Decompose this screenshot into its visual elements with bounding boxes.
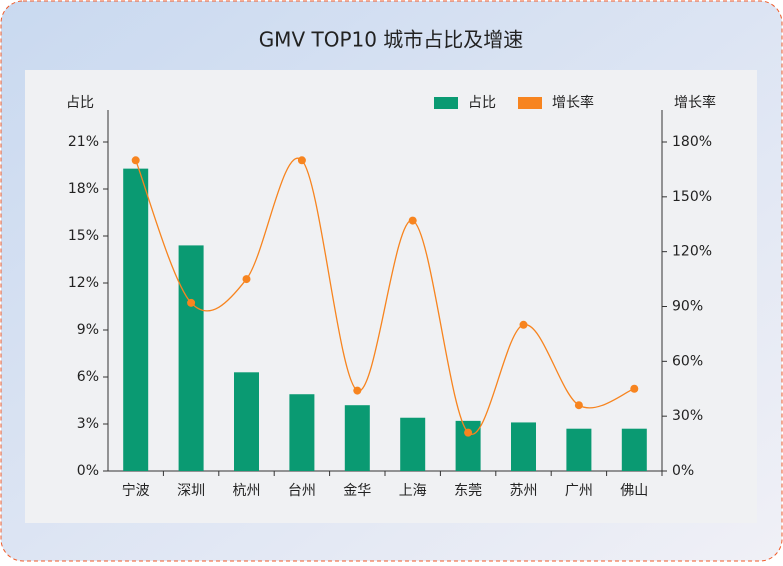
line-point bbox=[242, 275, 251, 284]
legend-label: 增长率 bbox=[552, 94, 594, 111]
x-tick-label: 上海 bbox=[399, 483, 427, 499]
y2-tick-label: 180% bbox=[672, 134, 712, 150]
bar bbox=[621, 428, 647, 471]
y2-axis-title: 增长率 bbox=[674, 94, 716, 111]
y-tick-label: 15% bbox=[68, 228, 99, 244]
line-point bbox=[519, 320, 528, 329]
y2-tick-label: 30% bbox=[672, 408, 703, 424]
line-point bbox=[574, 401, 583, 410]
x-tick-label: 台州 bbox=[288, 483, 316, 499]
bar bbox=[234, 372, 259, 471]
y-tick-label: 6% bbox=[77, 369, 99, 385]
line-point bbox=[187, 298, 196, 307]
bar bbox=[455, 420, 481, 471]
x-tick-label: 杭州 bbox=[233, 483, 261, 499]
y2-tick-label: 0% bbox=[672, 463, 694, 479]
y2-tick-label: 150% bbox=[672, 189, 712, 205]
line-point bbox=[353, 386, 362, 395]
bar bbox=[566, 428, 592, 471]
y-axis-title: 占比 bbox=[66, 95, 94, 111]
y-tick-label: 0% bbox=[77, 463, 99, 479]
bar bbox=[123, 168, 149, 471]
x-tick-label: 苏州 bbox=[510, 483, 538, 499]
x-tick-label: 宁波 bbox=[122, 482, 150, 499]
y2-tick-label: 120% bbox=[672, 244, 712, 260]
bar bbox=[511, 422, 536, 471]
x-tick-label: 佛山 bbox=[620, 483, 648, 499]
legend-label: 占比 bbox=[468, 95, 496, 111]
y-tick-label: 21% bbox=[68, 134, 99, 150]
line-point bbox=[464, 428, 473, 437]
line-point bbox=[131, 156, 140, 165]
bar bbox=[344, 405, 370, 471]
bar bbox=[178, 245, 204, 471]
y-tick-label: 12% bbox=[68, 275, 99, 291]
x-tick-label: 深圳 bbox=[177, 483, 205, 499]
x-tick-label: 东莞 bbox=[454, 483, 482, 499]
line-point bbox=[297, 156, 306, 165]
chart-title: GMV TOP10 城市占比及增速 bbox=[259, 28, 524, 52]
bar bbox=[289, 394, 315, 471]
y-tick-label: 9% bbox=[77, 322, 99, 338]
line-point bbox=[630, 384, 639, 393]
y-tick-label: 3% bbox=[77, 416, 99, 432]
line-point bbox=[408, 216, 417, 225]
x-tick-label: 金华 bbox=[343, 483, 371, 499]
bar bbox=[400, 417, 426, 471]
y-tick-label: 18% bbox=[68, 181, 99, 197]
x-tick-label: 广州 bbox=[565, 483, 593, 499]
legend-swatch bbox=[434, 97, 458, 109]
legend-swatch bbox=[518, 97, 542, 109]
y2-tick-label: 90% bbox=[672, 299, 703, 315]
y2-tick-label: 60% bbox=[672, 353, 703, 369]
